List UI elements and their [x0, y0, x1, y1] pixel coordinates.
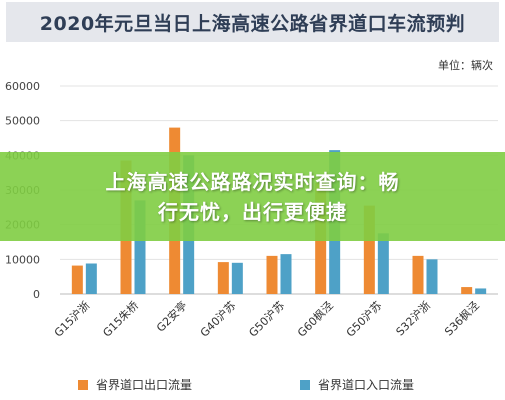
x-tick-label: G50沪苏 — [246, 298, 287, 339]
x-tick-label: G50沪苏 — [343, 298, 384, 339]
bar-entry — [475, 288, 487, 294]
x-tick-label: S32沪浙 — [393, 298, 433, 338]
bar-exit — [217, 262, 229, 294]
banner-line-1: 上海高速公路路况实时查询：畅 — [105, 169, 400, 194]
bar-entry — [426, 259, 438, 294]
chart-title: 2020年元旦当日上海高速公路省界道口车流预判 — [39, 12, 466, 35]
x-tick-label: G40沪苏 — [197, 298, 238, 339]
bar-entry — [134, 200, 146, 294]
bar-exit — [266, 255, 278, 294]
y-tick-label: 0 — [33, 288, 40, 301]
legend-label-exit: 省界道口出口流量 — [96, 378, 193, 392]
bar-entry — [231, 262, 243, 294]
bar-exit — [71, 265, 83, 294]
bar-exit — [412, 255, 424, 294]
y-tick-label: 60000 — [5, 80, 40, 93]
x-tick-label: S36枫泾 — [441, 298, 481, 338]
chart-title-bar: 2020年元旦当日上海高速公路省界道口车流预判 — [6, 2, 499, 42]
bar-entry — [85, 263, 97, 294]
bar-exit — [363, 205, 375, 294]
x-tick-label: G15沪浙 — [51, 298, 92, 339]
legend: 省界道口出口流量 省界道口入口流量 — [0, 372, 505, 394]
x-tick-label: G60枫泾 — [294, 298, 335, 339]
y-tick-label: 50000 — [5, 115, 40, 128]
unit-label: 单位：辆次 — [438, 59, 493, 72]
legend-label-entry: 省界道口入口流量 — [318, 378, 415, 392]
x-tick-label: G15朱桥 — [100, 299, 141, 340]
promo-banner: 上海高速公路路况实时查询：畅 行无忧，出行更便捷 — [0, 152, 505, 241]
bar-exit — [461, 287, 473, 294]
legend-item-exit: 省界道口出口流量 — [78, 376, 192, 393]
y-tick-label: 10000 — [5, 253, 40, 266]
legend-swatch-entry — [300, 379, 310, 390]
bar-entry — [280, 254, 292, 294]
legend-swatch-exit — [78, 379, 88, 390]
legend-item-entry: 省界道口入口流量 — [300, 376, 414, 393]
x-tick-label: G2安亭 — [153, 298, 189, 334]
bar-entry — [377, 233, 389, 294]
banner-line-2: 行无忧，出行更便捷 — [158, 199, 347, 224]
